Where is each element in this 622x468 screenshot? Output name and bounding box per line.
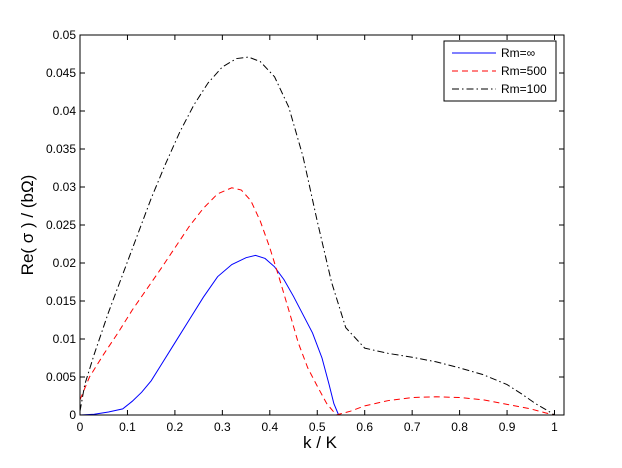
series-line-1 (79, 254, 340, 416)
x-tick-label: 0.1 (119, 420, 136, 434)
x-tick-label: 0.6 (356, 420, 373, 434)
x-tick-label: 0.7 (404, 420, 421, 434)
series-line-2 (79, 187, 564, 416)
x-tick-label: 0.5 (309, 420, 326, 434)
y-tick-label: 0.035 (46, 142, 76, 156)
y-axis-label: Re( σ ) / (bΩ) (18, 175, 37, 276)
y-tick-label: 0.03 (53, 180, 77, 194)
legend-label-2: Rm=500 (501, 64, 547, 78)
y-tick-label: 0.04 (53, 104, 77, 118)
x-axis-label: k / K (303, 433, 338, 452)
y-tick-label: 0.045 (46, 66, 76, 80)
y-tick-label: 0 (69, 408, 76, 422)
y-tick-label: 0.02 (53, 256, 77, 270)
x-tick-label: 0.4 (261, 420, 278, 434)
x-tick-label: 0.9 (499, 420, 516, 434)
x-tick-label: 1 (551, 420, 558, 434)
y-tick-label: 0.05 (53, 28, 77, 42)
series-line-3 (79, 56, 564, 416)
x-tick-label: 0.8 (451, 420, 468, 434)
y-tick-label: 0.015 (46, 294, 76, 308)
x-tick-label: 0 (77, 420, 84, 434)
legend: Rm=∞ Rm=500 Rm=100 (443, 40, 557, 102)
y-tick-label: 0.025 (46, 218, 76, 232)
y-tick-label: 0.01 (53, 332, 77, 346)
legend-label-1: Rm=∞ (501, 46, 535, 60)
x-tick-label: 0.3 (214, 420, 231, 434)
x-tick-label: 0.2 (167, 420, 184, 434)
legend-label-3: Rm=100 (501, 82, 547, 96)
y-tick-label: 0.005 (46, 370, 76, 384)
